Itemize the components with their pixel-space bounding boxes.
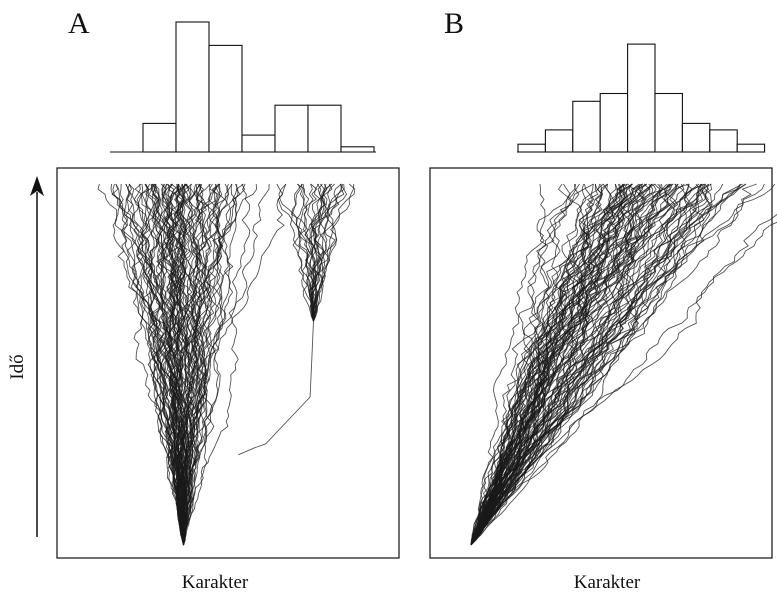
lineage-a-branch-25	[308, 183, 328, 322]
panel-a-frame	[56, 167, 400, 559]
lineage-a-56	[183, 183, 212, 546]
lineage-b-68	[470, 221, 777, 546]
lineage-a-27	[183, 183, 246, 546]
x-axis-label-b: Karakter	[574, 572, 641, 593]
lineage-a-branch-19	[307, 183, 315, 322]
histogram-b-bar-1	[517, 143, 546, 153]
histogram-b	[517, 43, 766, 153]
lineage-b-33	[470, 213, 777, 546]
x-axis-label-a: Karakter	[182, 572, 249, 593]
histogram-b-bar-3	[572, 100, 601, 153]
lineage-b-62	[470, 183, 608, 546]
lineage-a-branch-13	[312, 183, 345, 322]
histogram-b-bar-4	[599, 92, 629, 153]
histogram-a-bar-6	[307, 104, 342, 153]
panel-a-lineages	[97, 183, 356, 546]
lineage-a-4	[183, 183, 270, 546]
lineage-a-branch-21	[312, 183, 355, 322]
lineage-a-66	[160, 183, 185, 546]
lineage-a-82	[162, 183, 207, 546]
lineage-a-83	[169, 183, 187, 546]
histogram-a-bar-5	[274, 104, 309, 153]
histogram-a-bar-7	[340, 146, 375, 153]
lineage-a-branch-24	[295, 183, 315, 322]
lineage-a-72	[153, 183, 190, 546]
lineage-a-76	[182, 184, 238, 546]
lineage-a-90	[156, 183, 184, 546]
lineage-a-branch-23	[309, 183, 332, 322]
histogram-b-bar-8	[709, 129, 738, 153]
lineage-a-connector	[238, 321, 314, 456]
lineage-b-91	[470, 183, 572, 546]
lineage-a-branch-26	[291, 183, 315, 322]
lineage-b-70	[470, 183, 710, 546]
histogram-a-bar-1	[142, 122, 177, 153]
panel-b-letter: B	[444, 7, 464, 40]
lineage-a-branch-9	[297, 183, 324, 322]
lineage-a-62	[161, 183, 193, 546]
lineage-a-58	[182, 183, 213, 546]
lineage-b-83	[470, 183, 641, 546]
lineage-b-95	[470, 183, 653, 546]
lineage-b-65	[470, 183, 571, 546]
lineage-b-86	[470, 183, 679, 546]
lineage-a-79	[180, 183, 199, 546]
lineage-b-99	[470, 183, 635, 546]
lineage-a-81	[182, 183, 220, 546]
histogram-b-bar-5	[627, 43, 656, 153]
histogram-a-bar-4	[241, 134, 276, 153]
lineage-a-33	[115, 183, 184, 546]
histogram-b-bar-9	[736, 143, 766, 153]
histogram-a	[110, 21, 376, 153]
lineage-b-98	[470, 183, 663, 546]
lineage-b-97	[470, 183, 624, 546]
lineage-b-66	[470, 183, 747, 546]
lineage-a-branch-20	[301, 183, 314, 322]
lineage-a-branch-14	[309, 183, 326, 322]
panel-b-lineages	[470, 183, 777, 546]
lineage-b-89	[470, 183, 640, 546]
histogram-a-bar-2	[175, 21, 210, 153]
lineage-a-35	[183, 183, 251, 545]
lineage-a-75	[141, 183, 186, 546]
lineage-a-branch-18	[312, 183, 356, 322]
panel-a-letter: A	[68, 7, 90, 40]
lineage-b-80	[470, 183, 741, 546]
y-axis-label: Idő	[7, 354, 28, 379]
lineage-a-74	[125, 183, 190, 546]
time-arrow-head	[30, 176, 44, 196]
lineage-a-28	[183, 183, 227, 546]
histogram-a-bar-3	[208, 44, 243, 153]
lineage-b-84	[470, 183, 685, 546]
histogram-b-bar-6	[654, 92, 683, 153]
lineage-a-89	[156, 183, 184, 546]
lineage-b-94	[470, 183, 633, 546]
lineage-a-88	[125, 183, 187, 546]
histogram-b-bar-7	[681, 122, 711, 153]
histogram-b-bar-2	[544, 129, 574, 153]
panel-b-frame	[429, 167, 773, 559]
lineage-b-88	[470, 183, 747, 546]
lineage-b-67	[470, 183, 712, 546]
lineage-b-74	[470, 183, 693, 546]
lineage-a-42	[183, 183, 208, 546]
time-arrow	[30, 176, 44, 537]
lineage-b-78	[470, 183, 653, 546]
lineage-a-87	[122, 183, 184, 546]
lineage-b-92	[470, 183, 706, 546]
lineage-b-100	[470, 183, 599, 546]
lineage-a-85	[169, 183, 186, 546]
